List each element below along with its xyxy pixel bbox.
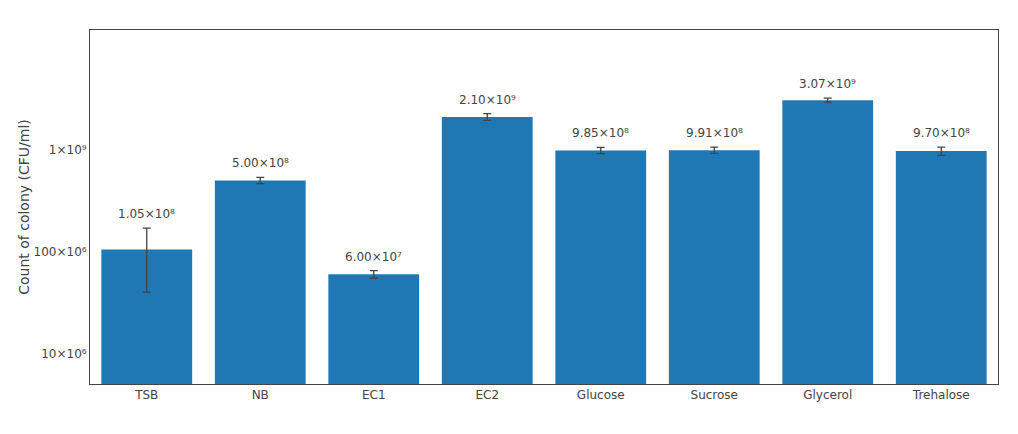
svg-text:9.85×10⁸: 9.85×10⁸ (572, 126, 629, 140)
svg-text:9.91×10⁸: 9.91×10⁸ (686, 126, 743, 140)
svg-text:1.05×10⁸: 1.05×10⁸ (118, 207, 175, 221)
svg-text:EC1: EC1 (362, 388, 386, 402)
svg-text:EC2: EC2 (475, 388, 499, 402)
svg-text:9.70×10⁸: 9.70×10⁸ (913, 126, 970, 140)
svg-text:Sucrose: Sucrose (691, 388, 738, 402)
svg-text:TSB: TSB (134, 388, 158, 402)
svg-text:3.07×10⁹: 3.07×10⁹ (799, 77, 856, 91)
svg-text:Count of colony (CFU/ml): Count of colony (CFU/ml) (16, 119, 32, 295)
svg-text:1×10⁹: 1×10⁹ (49, 143, 87, 157)
svg-text:10×10⁶: 10×10⁶ (41, 347, 87, 361)
svg-text:2.10×10⁹: 2.10×10⁹ (459, 93, 516, 107)
svg-text:5.00×10⁸: 5.00×10⁸ (232, 156, 289, 170)
svg-text:Glycerol: Glycerol (803, 388, 852, 402)
svg-text:100×10⁶: 100×10⁶ (34, 245, 87, 259)
svg-text:Glucose: Glucose (577, 388, 625, 402)
svg-text:Trehalose: Trehalose (912, 388, 970, 402)
svg-text:6.00×10⁷: 6.00×10⁷ (345, 250, 402, 264)
svg-text:NB: NB (252, 388, 269, 402)
